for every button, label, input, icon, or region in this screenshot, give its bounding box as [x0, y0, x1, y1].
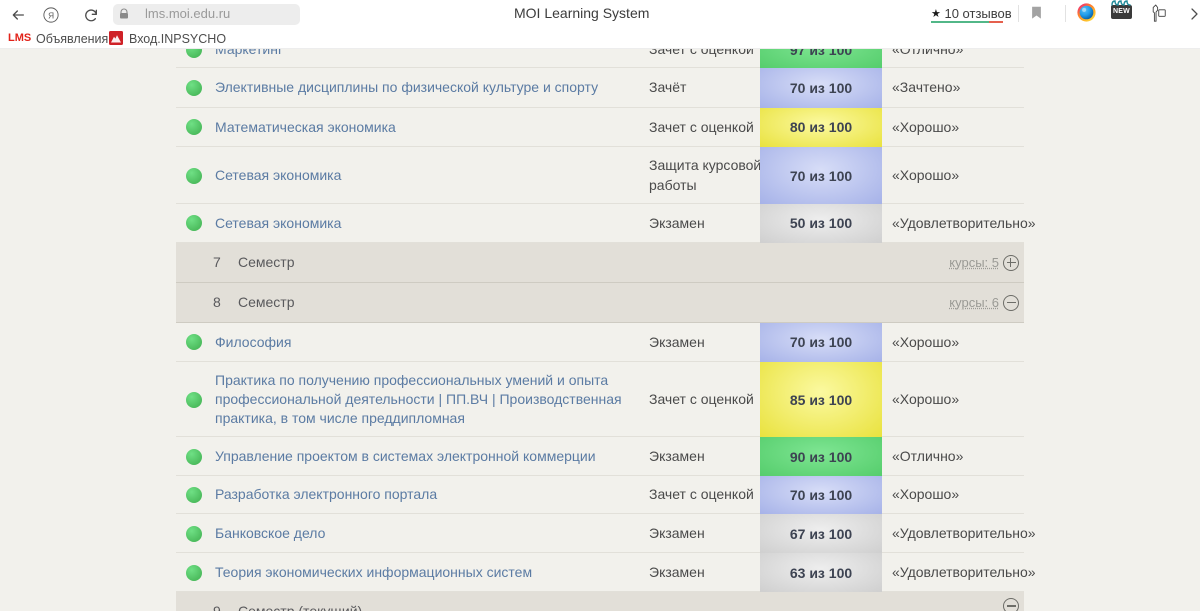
- svg-text:Я: Я: [48, 12, 54, 21]
